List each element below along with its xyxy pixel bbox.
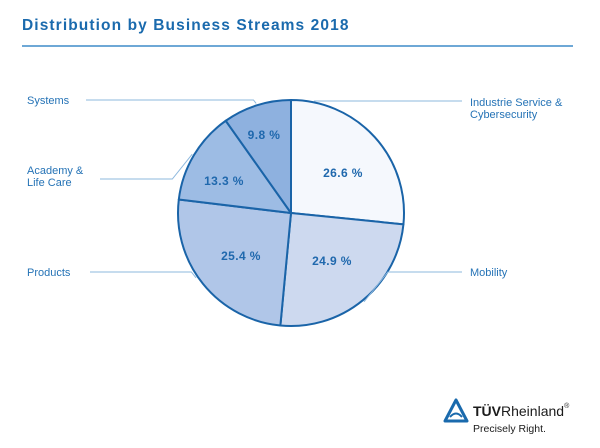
slice-value-label: 9.8 % [248, 128, 281, 142]
slice-category-label-line: Cybersecurity [470, 109, 538, 121]
slice-category-label: Systems [27, 95, 70, 107]
slice-value-label: 24.9 % [312, 254, 352, 268]
slice-category-label-line: Systems [27, 95, 70, 107]
chart-title: Distribution by Business Streams 2018 [22, 17, 350, 34]
registered-mark: ® [564, 403, 570, 410]
slice-value-label: 26.6 % [323, 166, 363, 180]
leader-line [90, 271, 197, 279]
slice-category-label-line: Mobility [470, 267, 508, 279]
slice-category-label-line: Life Care [27, 177, 72, 189]
leader-line [363, 271, 462, 303]
slice-value-label: 13.3 % [204, 174, 244, 188]
slice-category-label: Mobility [470, 267, 508, 279]
slice-category-label: Products [27, 267, 71, 279]
brand-name: TÜVRheinland® [473, 403, 569, 419]
leader-line [86, 99, 257, 104]
slice-category-label-line: Products [27, 267, 71, 279]
brand-name-bold: TÜV [473, 403, 501, 419]
slice-category-label-line: Academy & [27, 165, 84, 177]
tuv-triangle-logo-icon [443, 398, 469, 423]
pie-slice-industrie-service-cybersecurity [290, 99, 405, 226]
leader-line [100, 153, 193, 180]
title-divider [22, 45, 573, 47]
slice-category-label: Academy & Life Care [27, 165, 84, 189]
brand-tagline: Precisely Right. [473, 423, 546, 435]
slice-value-label: 25.4 % [221, 249, 261, 263]
slice-category-label: Industrie Service & Cybersecurity [470, 97, 563, 121]
brand-name-light: Rheinland [501, 403, 565, 419]
slice-category-label-line: Industrie Service & [470, 97, 563, 109]
pie-slice-mobility [279, 212, 405, 327]
pie-slice-products [177, 198, 292, 327]
pie-slice-systems [224, 99, 292, 214]
pie-slice-academy-life-care [177, 119, 292, 214]
